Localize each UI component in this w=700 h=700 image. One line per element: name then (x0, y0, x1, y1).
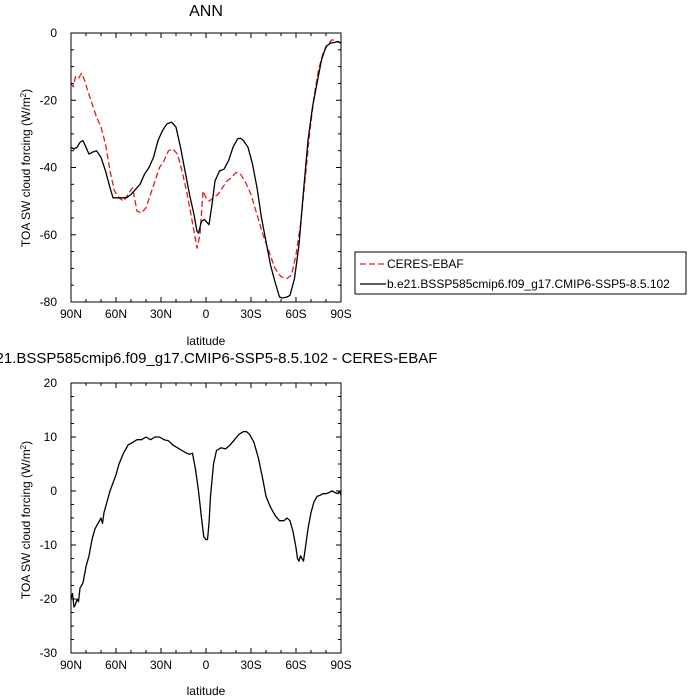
bottom-chart-xlabel: latitude (187, 684, 226, 698)
y-tick-label: -10 (40, 538, 58, 552)
x-tick-label: 0 (203, 658, 210, 672)
y-tick-label: 0 (50, 26, 57, 40)
y-tick-label: -80 (40, 295, 58, 309)
y-tick-label: -60 (40, 228, 58, 242)
bottom-chart-ylabel-main: TOA SW cloud forcing (W/m (19, 449, 33, 599)
legend-label: b.e21.BSSP585cmip6.f09_g17.CMIP6-SSP5-8.… (387, 277, 670, 291)
legend-label: CERES-EBAF (387, 257, 464, 271)
top-chart-ylabel-main: TOA SW cloud forcing (W/m (19, 97, 33, 247)
plot-frame (70, 382, 342, 654)
x-tick-label: 60N (105, 307, 127, 321)
series-line-diff-0 (71, 430, 341, 608)
top-chart-plot-area: 90N 60N 30N 0 30S 60S 90S 0 -20 -40 -60 -80 (40, 26, 352, 321)
top-chart-title: ANN (189, 3, 223, 20)
x-tick-label: 60S (285, 307, 306, 321)
x-tick-label: 60S (285, 658, 306, 672)
bottom-chart: b.e21.BSSP585cmip6.f09_g17.CMIP6-SSP5-8.… (0, 350, 437, 698)
top-chart-legend: CERES-EBAF b.e21.BSSP585cmip6.f09_g17.CMI… (354, 251, 687, 295)
bottom-chart-ylabel-sup: 2 (19, 444, 28, 449)
y-tick-label: 0 (50, 484, 57, 498)
y-tick-label: -30 (40, 646, 58, 660)
x-tick-label: 60N (105, 658, 127, 672)
x-tick-label: 30N (150, 658, 172, 672)
y-tick-label: 10 (44, 430, 58, 444)
series-line-b-e21-bssp585cmip6-f09-g17-cmip6-ssp5-8-5-102 (71, 40, 341, 299)
bottom-chart-ylabel-tail: ) (19, 441, 33, 445)
bottom-chart-ylabel: TOA SW cloud forcing (W/m2) (19, 441, 34, 599)
x-tick-label: 30N (150, 307, 172, 321)
y-tick-label: -20 (40, 93, 58, 107)
bottom-chart-title: b.e21.BSSP585cmip6.f09_g17.CMIP6-SSP5-8.… (0, 350, 437, 367)
y-tick-label: 20 (44, 376, 58, 390)
top-chart: ANN 90N 60N 30N 0 30S 60S 90S 0 -20 -40 -60 -80 lat… (19, 3, 687, 348)
bottom-chart-plot-area: 90N 60N 30N 0 30S 60S 90S 20 10 0 -10 -20 -30 (40, 376, 352, 672)
x-tick-label: 90S (330, 658, 351, 672)
legend-box (354, 251, 687, 295)
y-tick-label: -20 (40, 592, 58, 606)
top-chart-ylabel-sup: 2 (19, 92, 28, 97)
x-tick-label: 90N (60, 307, 82, 321)
x-tick-label: 0 (203, 307, 210, 321)
top-chart-ylabel: TOA SW cloud forcing (W/m2) (19, 89, 34, 247)
top-chart-ylabel-tail: ) (19, 89, 33, 93)
y-tick-label: -40 (40, 161, 58, 175)
top-chart-xlabel: latitude (187, 334, 226, 348)
series-line-ceres-ebaf (71, 39, 341, 280)
x-tick-label: 30S (240, 307, 261, 321)
x-tick-label: 90S (330, 307, 351, 321)
plot-frame (70, 32, 342, 303)
x-tick-label: 30S (240, 658, 261, 672)
x-tick-label: 90N (60, 658, 82, 672)
